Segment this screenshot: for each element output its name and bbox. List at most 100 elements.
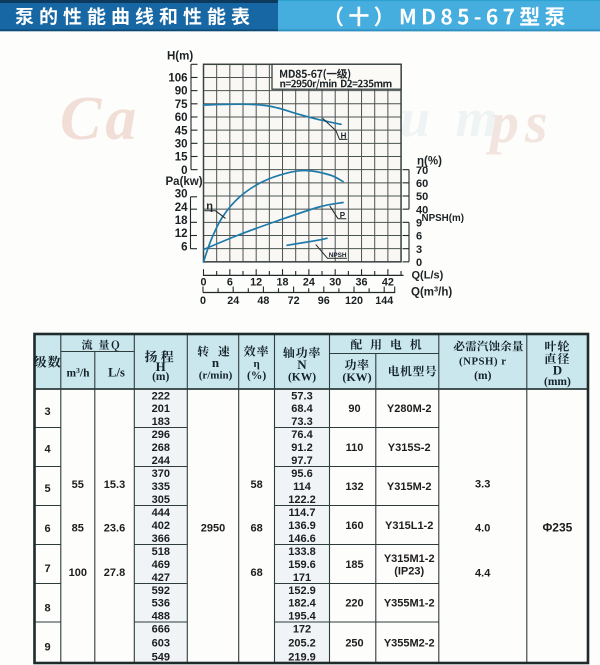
svg-text:488: 488 [152, 611, 170, 623]
svg-text:NPSH: NPSH [329, 252, 347, 259]
svg-text:133.8: 133.8 [288, 546, 316, 558]
svg-text:3: 3 [45, 406, 51, 418]
svg-text:518: 518 [152, 546, 170, 558]
svg-text:(mm): (mm) [544, 376, 571, 388]
svg-text:268: 268 [152, 442, 170, 454]
svg-text:183: 183 [152, 416, 170, 428]
svg-text:58: 58 [250, 479, 262, 491]
svg-text:68: 68 [250, 567, 262, 579]
svg-text:18: 18 [277, 276, 289, 288]
svg-text:u m: u m [400, 88, 504, 148]
svg-text:H: H [341, 132, 347, 141]
svg-text:(IP23): (IP23) [394, 566, 424, 578]
svg-text:η: η [206, 200, 213, 212]
svg-text:Φ235: Φ235 [542, 520, 572, 534]
svg-text:Y355M2-2: Y355M2-2 [384, 637, 435, 649]
svg-text:40: 40 [416, 204, 428, 216]
svg-text:366: 366 [152, 533, 170, 545]
svg-text:75: 75 [175, 99, 188, 111]
svg-text:90: 90 [348, 403, 360, 415]
svg-text:97.7: 97.7 [291, 455, 312, 467]
svg-text:30: 30 [329, 276, 341, 288]
svg-text:Y315M-2: Y315M-2 [387, 481, 432, 493]
svg-text:335: 335 [152, 481, 170, 493]
svg-text:0: 0 [200, 276, 206, 288]
svg-text:0: 0 [181, 165, 187, 177]
svg-text:3.3: 3.3 [475, 478, 490, 490]
svg-text:70: 70 [416, 165, 428, 177]
svg-text:160: 160 [345, 520, 363, 532]
svg-text:201: 201 [152, 403, 170, 415]
svg-text:6: 6 [416, 231, 422, 243]
svg-text:72: 72 [288, 295, 300, 307]
svg-text:60: 60 [416, 178, 428, 190]
svg-text:η: η [253, 358, 259, 370]
svg-text:296: 296 [152, 429, 170, 441]
svg-text:ps: ps [485, 90, 554, 155]
svg-text:370: 370 [152, 468, 170, 480]
svg-text:23.6: 23.6 [104, 522, 125, 534]
svg-text:110: 110 [346, 442, 364, 454]
svg-text:402: 402 [152, 520, 170, 532]
svg-text:146.6: 146.6 [288, 533, 316, 545]
svg-text:95.6: 95.6 [291, 468, 312, 480]
svg-text:30: 30 [175, 189, 188, 201]
svg-text:H: H [156, 359, 166, 374]
svg-text:68: 68 [250, 522, 262, 534]
svg-text:469: 469 [152, 559, 170, 571]
svg-text:Y315L1-2: Y315L1-2 [385, 520, 433, 532]
svg-text:36: 36 [356, 276, 368, 288]
svg-text:132: 132 [345, 481, 363, 493]
svg-text:91.2: 91.2 [291, 442, 312, 454]
svg-text:592: 592 [152, 585, 170, 597]
svg-text:60: 60 [175, 112, 188, 124]
svg-text:15: 15 [175, 152, 188, 164]
svg-text:P: P [340, 211, 346, 220]
svg-text:Y315M1-2: Y315M1-2 [384, 553, 435, 565]
svg-text:55: 55 [72, 479, 84, 491]
svg-text:114.7: 114.7 [289, 507, 316, 519]
svg-text:171: 171 [293, 572, 311, 584]
svg-text:220: 220 [345, 598, 363, 610]
svg-text:H(m): H(m) [167, 51, 193, 63]
svg-text:12: 12 [175, 228, 188, 240]
svg-text:172: 172 [293, 623, 311, 635]
svg-text:144: 144 [375, 295, 393, 307]
svg-text:2950: 2950 [201, 522, 225, 534]
svg-text:(NPSH) r: (NPSH) r [459, 356, 506, 368]
svg-text:57.3: 57.3 [291, 390, 312, 402]
svg-text:219.9: 219.9 [288, 651, 316, 663]
svg-text:90: 90 [175, 86, 188, 98]
svg-text:68.4: 68.4 [291, 403, 313, 415]
svg-text:η(%): η(%) [417, 156, 442, 168]
svg-text:427: 427 [152, 572, 170, 584]
svg-text:12: 12 [250, 276, 262, 288]
svg-text:6: 6 [227, 276, 233, 288]
svg-text:24: 24 [303, 276, 315, 288]
svg-text:n: n [212, 355, 220, 370]
svg-text:114: 114 [293, 481, 312, 493]
svg-text:0: 0 [416, 257, 422, 269]
svg-text:106: 106 [168, 73, 187, 85]
svg-text:152.9: 152.9 [288, 585, 316, 597]
svg-text:136.9: 136.9 [288, 520, 316, 532]
svg-text:15.3: 15.3 [104, 479, 125, 491]
svg-text:222: 222 [152, 390, 170, 402]
svg-text:Y315S-2: Y315S-2 [388, 442, 431, 454]
svg-text:27.8: 27.8 [104, 567, 125, 579]
svg-text:9: 9 [416, 217, 422, 229]
svg-text:122.2: 122.2 [288, 494, 316, 506]
svg-text:L/s: L/s [108, 366, 125, 380]
svg-text:3: 3 [416, 244, 422, 256]
svg-text:(m): (m) [474, 370, 491, 382]
svg-text:205.2: 205.2 [288, 637, 316, 649]
svg-text:48: 48 [257, 295, 269, 307]
svg-text:(m): (m) [152, 371, 169, 383]
svg-text:96: 96 [318, 295, 330, 307]
svg-text:Q(m3/h): Q(m3/h) [411, 285, 452, 299]
svg-text:NPSH(m): NPSH(m) [422, 213, 464, 224]
svg-text:Ca: Ca [60, 85, 140, 153]
svg-text:444: 444 [152, 507, 171, 519]
svg-text:85: 85 [72, 522, 84, 534]
svg-text:244: 244 [152, 455, 171, 467]
